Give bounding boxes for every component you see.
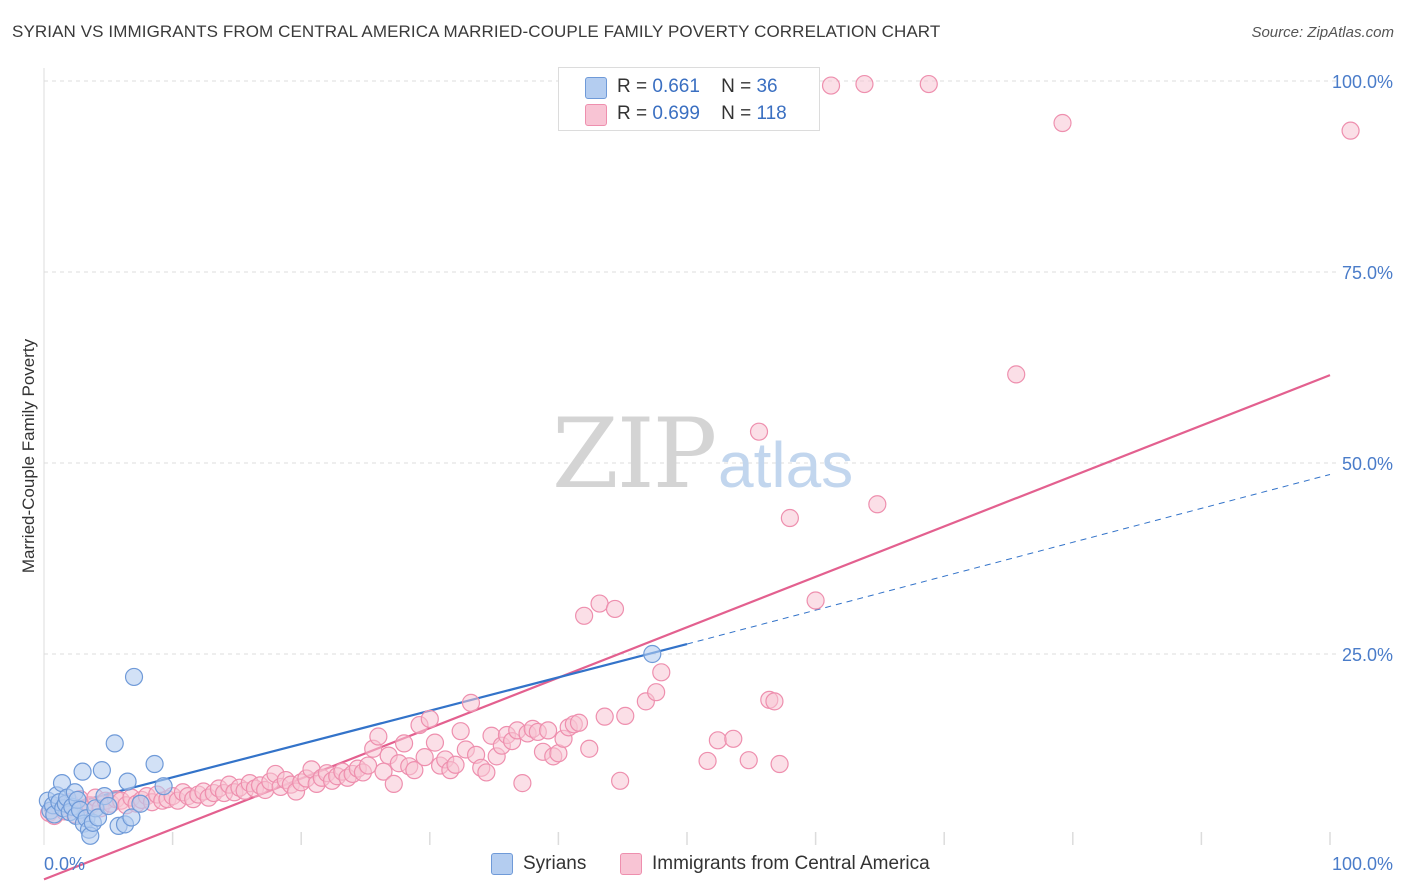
syrian-point <box>105 734 124 753</box>
bottom-legend-label: Immigrants from Central America <box>652 853 930 874</box>
legend-stats-central-america: R = 0.699 N = 118 <box>617 103 787 125</box>
central-america-point <box>919 74 938 94</box>
central-america-point <box>580 739 599 758</box>
central-america-point <box>1007 365 1026 384</box>
syrian-point <box>131 794 150 813</box>
n-label: N = <box>721 76 752 97</box>
central-america-point <box>1053 113 1072 133</box>
legend-stats-syrians: R = 0.661 N = 36 <box>617 76 778 98</box>
central-america-point <box>605 599 625 619</box>
central-america-point <box>616 706 635 725</box>
r-label: R = <box>617 76 648 97</box>
central-america-point <box>698 751 717 771</box>
central-america-point <box>575 606 594 625</box>
y-tick-label: 25.0% <box>1342 645 1393 665</box>
syrian-points <box>38 644 662 845</box>
central-america-point <box>708 731 727 750</box>
central-america-point <box>477 763 496 782</box>
central-america-point <box>369 727 388 746</box>
syrian-point <box>73 762 92 781</box>
central-america-point <box>749 422 769 441</box>
n-value: 36 <box>756 76 778 97</box>
central-america-point <box>770 754 789 774</box>
central-america-point <box>374 762 393 781</box>
syrian-point <box>145 754 164 774</box>
central-america-swatch-icon <box>620 853 642 875</box>
grid-layer <box>43 68 1340 845</box>
central-america-point <box>384 774 403 793</box>
central-america-point <box>358 756 378 775</box>
syrian-point <box>643 644 662 664</box>
y-tick-label: 100.0% <box>1332 72 1393 92</box>
x-tick-labels: 0.0% 100.0% <box>44 854 1393 874</box>
central-america-point <box>765 692 784 711</box>
central-america-point <box>724 729 743 748</box>
syrians-swatch-icon <box>491 853 513 875</box>
central-america-point <box>415 748 434 767</box>
central-america-point <box>652 663 671 682</box>
central-america-point <box>1341 121 1360 140</box>
x-tick-label: 100.0% <box>1332 854 1393 874</box>
central-america-point <box>595 707 614 726</box>
central-america-point <box>446 755 465 774</box>
syrians-trend-extension <box>686 473 1331 645</box>
central-america-point <box>855 74 874 94</box>
correlation-legend: R = 0.661 N = 36 R = 0.699 N = 118 <box>558 67 820 131</box>
central-america-point <box>425 733 445 752</box>
central-america-point <box>739 751 758 770</box>
r-value: 0.661 <box>652 76 700 97</box>
central-america-point <box>590 594 609 613</box>
central-america-point <box>611 771 630 790</box>
syrian-point <box>122 808 141 827</box>
syrian-point <box>99 796 118 816</box>
central-america-point <box>539 721 558 740</box>
bottom-legend-label: Syrians <box>523 853 587 874</box>
central-america-swatch-icon <box>585 104 607 126</box>
y-tick-labels: 100.0% 75.0% 50.0% 25.0% <box>1332 72 1393 665</box>
y-tick-label: 75.0% <box>1342 263 1393 283</box>
central-america-point <box>569 713 589 732</box>
central-america-point <box>451 722 470 741</box>
central-america-point <box>405 761 424 780</box>
r-value: 0.699 <box>652 103 700 124</box>
central-america-point <box>806 591 825 610</box>
central-america-point <box>420 709 439 729</box>
y-tick-label: 50.0% <box>1342 454 1393 474</box>
central-america-point <box>461 693 481 712</box>
syrian-point <box>88 808 108 827</box>
watermark-zip: ZIP <box>552 398 715 510</box>
syrian-point <box>118 772 137 791</box>
x-tick-label: 0.0% <box>44 854 85 874</box>
n-label: N = <box>721 103 752 124</box>
syrian-point <box>154 777 173 796</box>
n-value: 118 <box>756 103 787 124</box>
central-america-point <box>647 683 666 702</box>
syrians-swatch-icon <box>585 77 607 99</box>
r-label: R = <box>617 103 648 124</box>
syrian-point <box>124 667 144 687</box>
source-credit: Source: ZipAtlas.com <box>1251 24 1394 41</box>
syrian-point <box>92 761 111 780</box>
central-america-point <box>513 774 532 793</box>
syrians-trend-line <box>43 643 688 812</box>
watermark-atlas: atlas <box>718 429 853 501</box>
y-axis-title: Married-Couple Family Poverty <box>19 338 38 573</box>
central-america-point <box>394 734 414 753</box>
central-america-point <box>821 76 841 95</box>
chart-title: SYRIAN VS IMMIGRANTS FROM CENTRAL AMERIC… <box>12 22 941 41</box>
central-america-point <box>868 495 887 514</box>
central-america-point <box>780 508 799 528</box>
